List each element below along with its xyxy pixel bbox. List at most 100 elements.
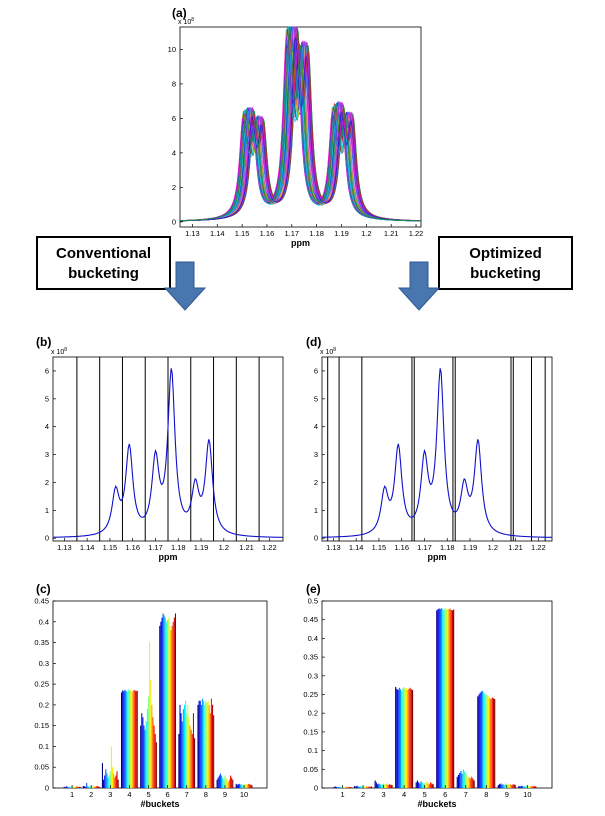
x-tick-label: 1.15: [103, 543, 118, 552]
conventional-bucketing-box: [36, 236, 171, 290]
y-tick-label: 0.5: [308, 597, 318, 606]
x-tick-label: 5: [423, 790, 427, 799]
bar: [402, 688, 404, 788]
x-tick-label: 10: [240, 790, 248, 799]
bar: [523, 786, 525, 788]
bar: [217, 777, 219, 788]
bar: [346, 786, 348, 788]
bar: [407, 690, 409, 788]
bar: [187, 704, 189, 788]
bar: [178, 733, 180, 788]
bar: [101, 763, 103, 788]
bar: [505, 783, 507, 788]
bar: [112, 767, 114, 788]
bar: [354, 786, 356, 788]
bar: [397, 690, 399, 788]
bar: [82, 785, 84, 788]
bar: [467, 776, 469, 788]
bar: [107, 777, 109, 788]
y-tick-label: 3: [314, 450, 318, 459]
y-tick-label: 2: [314, 478, 318, 487]
y-tick-label: 3: [45, 450, 49, 459]
bar: [149, 642, 151, 788]
bar: [153, 725, 155, 788]
bar: [410, 689, 412, 788]
bar: [374, 780, 376, 788]
bar: [241, 784, 243, 788]
y-tick-label: 0.3: [39, 659, 49, 668]
bar: [113, 773, 115, 788]
bar: [432, 784, 434, 788]
bar: [418, 782, 420, 788]
bar: [511, 785, 513, 788]
bar: [358, 786, 360, 788]
bar: [449, 608, 451, 788]
bar: [164, 617, 166, 788]
x-tick-label: 1.13: [57, 543, 72, 552]
conventional-box-line2: bucketing: [68, 265, 139, 282]
optimized-box-line1: Optimized: [469, 245, 542, 262]
x-tick-label: 1.2: [488, 543, 498, 552]
bar: [398, 687, 400, 788]
bar: [482, 690, 484, 788]
bar: [181, 721, 183, 788]
bar: [225, 777, 227, 788]
bar: [155, 742, 157, 788]
bar: [409, 687, 411, 788]
bar: [63, 786, 65, 788]
bar: [126, 691, 128, 788]
x-tick-label: 1.19: [194, 543, 209, 552]
bar: [437, 609, 439, 788]
bar: [227, 781, 229, 788]
x-tick-label: 1.2: [361, 229, 371, 238]
bar: [209, 713, 211, 788]
y-tick-label: 6: [314, 366, 318, 375]
bar: [349, 786, 351, 788]
plot-frame: [321, 356, 553, 542]
bar: [463, 771, 466, 788]
arrow-down-right-icon: [397, 261, 441, 311]
y-tick-label: 0.1: [39, 742, 49, 751]
bar: [218, 775, 220, 788]
y-exponent-label: x 108: [178, 17, 194, 26]
bar: [210, 698, 212, 788]
x-tick-label: 1.17: [284, 229, 299, 238]
bar: [494, 698, 496, 788]
conventional-bucket-bar-plot: 1 2 3 4 5 6 7 8 9 10 0 0.05 0.1 0.15 0.2 0.25 0.3 0.35 0.4…: [34, 597, 268, 809]
bar: [236, 784, 238, 788]
y-tick-label: 0.35: [303, 653, 318, 662]
bar: [448, 609, 450, 788]
optimized-bucketing-box: [438, 236, 573, 290]
bar: [411, 690, 414, 788]
x-tick-label: 1.17: [148, 543, 163, 552]
x-tick-label: 1.18: [440, 543, 455, 552]
bar: [144, 729, 146, 788]
bar: [97, 786, 99, 788]
x-tick-label: 1.21: [239, 543, 254, 552]
bar: [513, 784, 515, 788]
bar: [350, 787, 352, 788]
bar: [491, 697, 493, 788]
y-tick-label: 6: [45, 366, 49, 375]
x-tick-label: 1.14: [349, 543, 364, 552]
bar: [165, 621, 168, 788]
bar: [122, 690, 124, 788]
bar: [492, 698, 495, 788]
bar: [367, 786, 369, 788]
bar: [147, 696, 150, 788]
y-tick-label: 0: [172, 217, 176, 226]
y-tick-label: 0.45: [303, 615, 318, 624]
y-tick-label: 0.05: [34, 763, 49, 772]
bar: [98, 786, 100, 788]
bar: [453, 609, 455, 788]
bar: [208, 704, 210, 788]
y-tick-label: 2: [45, 478, 49, 487]
x-tick-label: 2: [89, 790, 93, 799]
optimized-bucket-bar-plot: 1 2 3 4 5 6 7 8 9 10 0 0.05 0.1 0.15 0.2 0.25 0.3 0.35 0.4…: [303, 597, 553, 809]
bar: [368, 786, 370, 788]
bar: [65, 786, 67, 788]
bar: [143, 725, 145, 788]
x-tick-label: 8: [484, 790, 488, 799]
bar: [198, 700, 200, 788]
bar: [204, 704, 206, 788]
